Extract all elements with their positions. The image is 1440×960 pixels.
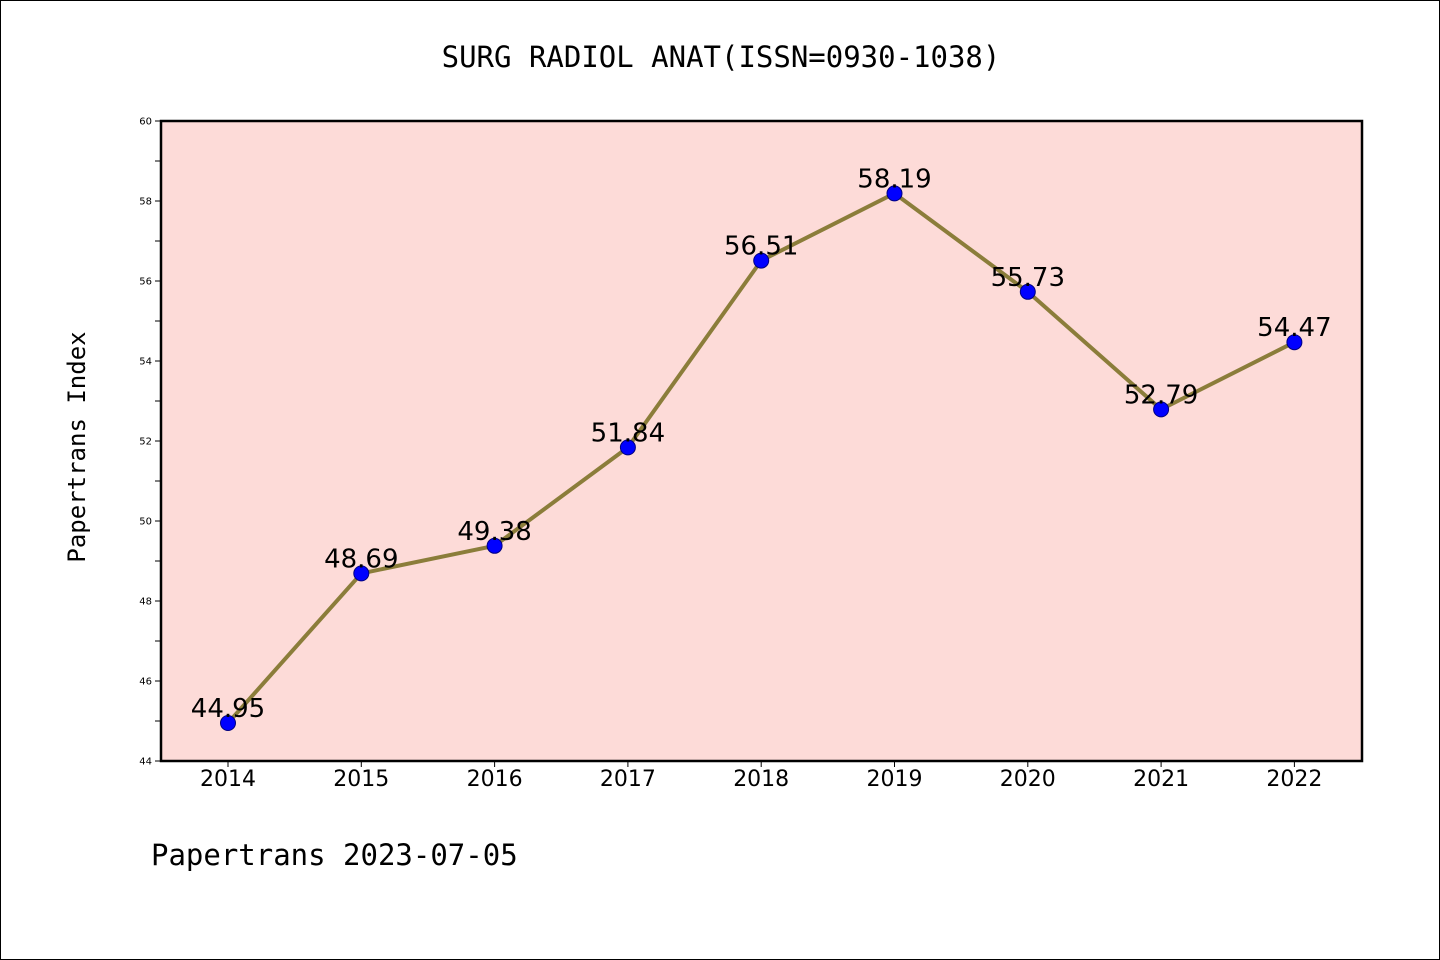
data-label: 55.73: [991, 263, 1065, 293]
data-point: [1286, 334, 1303, 351]
data-point: [753, 252, 770, 269]
x-tick-label: 2022: [1266, 767, 1322, 792]
x-tick-label: 2017: [600, 767, 656, 792]
data-label: 49.38: [457, 517, 531, 547]
x-tick-label: 2021: [1133, 767, 1189, 792]
data-label: 48.69: [324, 544, 398, 574]
y-tick-label: 48: [139, 597, 152, 608]
y-tick-label: 52: [139, 437, 152, 448]
data-labels-group: 44.95 48.69 49.38 51.84 56.51 58.19 55.73 52.79…: [191, 164, 1332, 724]
data-point: [1153, 401, 1170, 418]
x-axis: 2014 2015 2016 2017 2018 2019 2020 2021 2022: [200, 761, 1322, 792]
y-tick-label: 54: [139, 357, 152, 368]
y-axis: 44 46 48 50 52 54 56 58 60: [139, 117, 161, 768]
plot-frame: [159, 119, 1364, 763]
data-label: 58.19: [857, 164, 931, 194]
data-label: 51.84: [591, 418, 665, 448]
x-tick-label: 2015: [333, 767, 389, 792]
chart-title: SURG RADIOL ANAT(ISSN=0930-1038): [442, 40, 1001, 74]
y-tick-label: 58: [139, 197, 152, 208]
y-tick-label: 46: [139, 677, 152, 688]
plot-area: [161, 121, 1362, 761]
data-point: [486, 537, 503, 554]
x-tick-label: 2014: [200, 767, 256, 792]
y-tick-label: 50: [139, 517, 152, 528]
data-point: [886, 185, 903, 202]
data-label: 44.95: [191, 694, 265, 724]
data-point: [619, 439, 636, 456]
data-point: [220, 715, 236, 731]
data-label: 54.47: [1257, 313, 1331, 343]
footer-text: Papertrans 2023-07-05: [151, 838, 518, 872]
markers-group: [220, 185, 1303, 731]
y-tick-label: 44: [139, 757, 152, 768]
data-point: [353, 565, 370, 582]
x-tick-label: 2020: [1000, 767, 1056, 792]
y-tick-label: 56: [139, 277, 152, 288]
x-tick-label: 2018: [733, 767, 789, 792]
x-tick-label: 2016: [467, 767, 523, 792]
x-tick-label: 2019: [867, 767, 923, 792]
data-point: [1019, 283, 1036, 300]
data-label: 52.79: [1124, 380, 1198, 410]
y-axis-title: Papertrans Index: [63, 331, 91, 562]
y-tick-label: 60: [139, 117, 152, 128]
data-label: 56.51: [724, 232, 798, 262]
